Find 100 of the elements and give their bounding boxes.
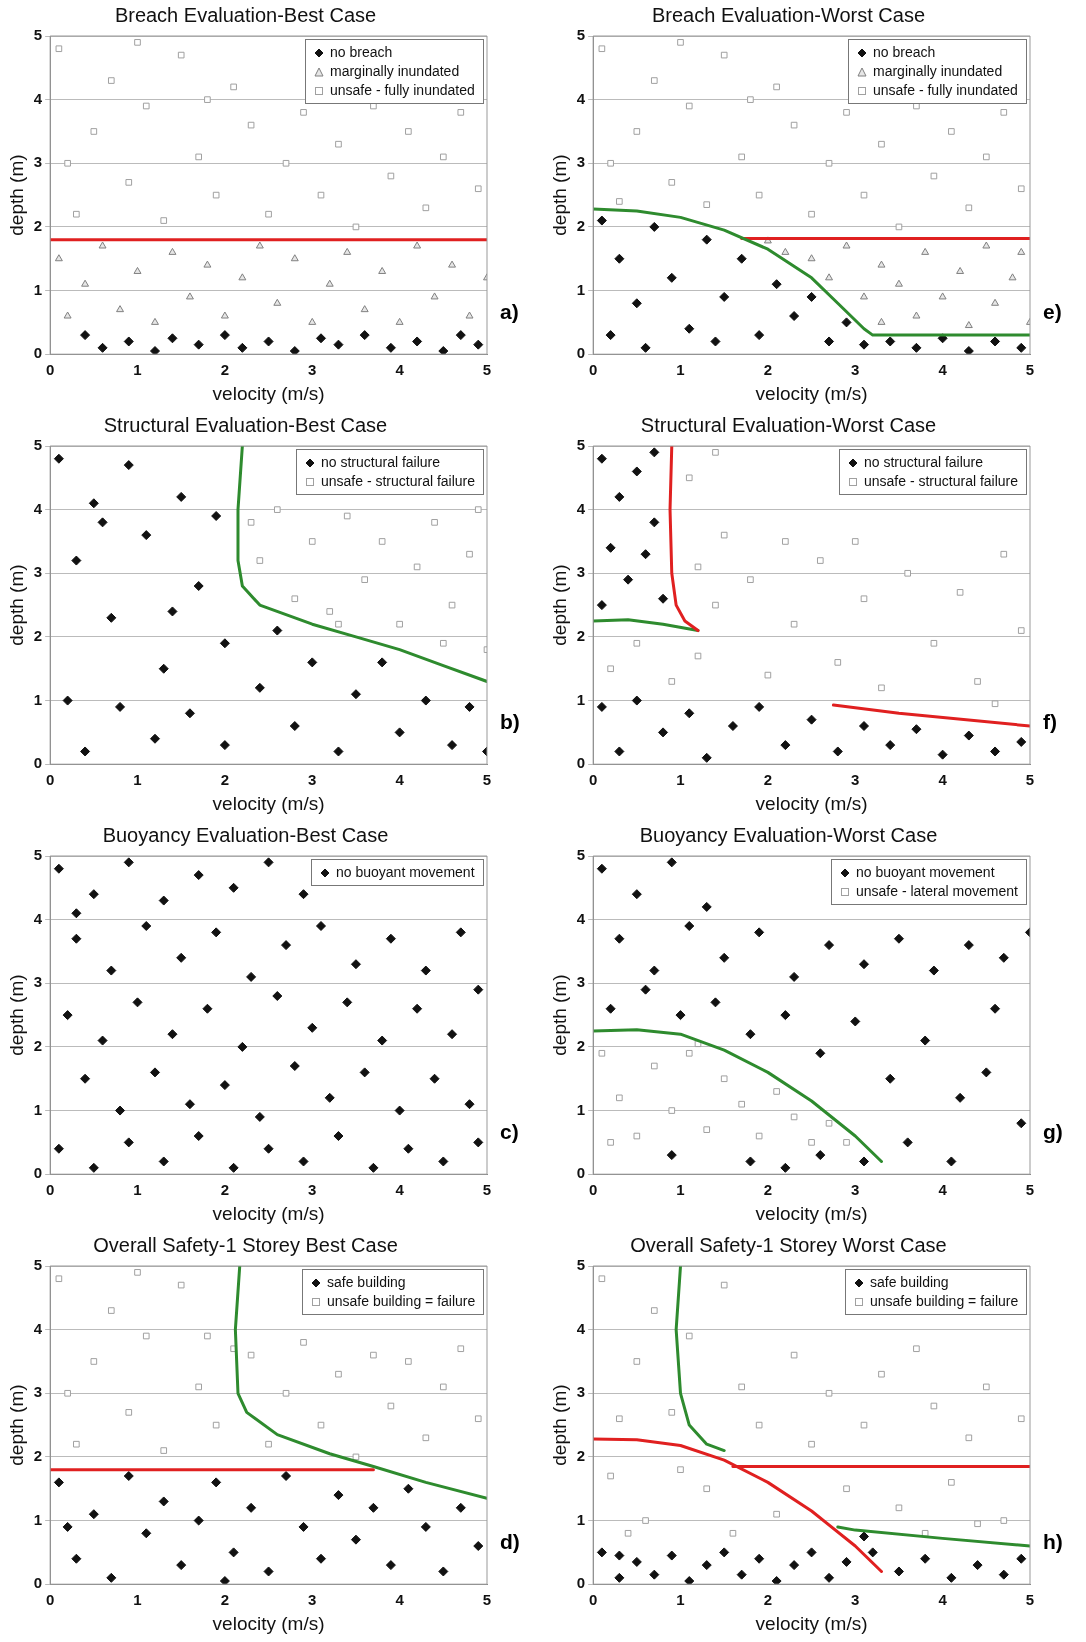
y-tick-label: 0 [576, 1164, 586, 1182]
chart-title: Buoyancy Evaluation-Worst Case [639, 823, 938, 846]
x-axis-title: velocity (m/s) [755, 382, 868, 404]
chart-title: Buoyancy Evaluation-Best Case [102, 823, 389, 846]
x-tick-label: 1 [676, 361, 685, 379]
x-tick-label: 0 [45, 771, 55, 789]
y-tick-label: 3 [33, 563, 43, 581]
y-tick-label: 2 [576, 1447, 586, 1465]
x-tick-label: 1 [676, 771, 685, 789]
y-tick-label: 2 [576, 627, 586, 645]
legend-label: unsafe - structural failure [863, 472, 1019, 491]
y-tick-label: 1 [576, 690, 586, 708]
y-tick-label: 4 [33, 89, 43, 107]
x-tick-label: 4 [395, 1591, 405, 1609]
y-axis-title: depth (m) [5, 1384, 27, 1466]
y-tick-label: 1 [576, 1510, 586, 1528]
y-tick-label: 2 [33, 627, 43, 645]
y-tick-label: 3 [576, 563, 586, 581]
chart-title: Breach Evaluation-Worst Case [651, 3, 926, 26]
x-tick-label: 2 [220, 361, 230, 379]
y-tick-label: 1 [33, 690, 43, 708]
legend-label: unsafe - fully inundated [872, 81, 1018, 100]
y-tick-label: 0 [33, 1164, 43, 1182]
y-tick-label: 5 [576, 1256, 586, 1274]
x-tick-label: 5 [1025, 361, 1035, 379]
x-tick-label: 4 [938, 1591, 948, 1609]
y-tick-label: 2 [576, 1037, 586, 1055]
x-tick-label: 5 [1025, 1181, 1035, 1199]
x-tick-label: 0 [588, 361, 598, 379]
x-tick-label: 1 [133, 771, 142, 789]
y-tick-label: 1 [576, 1100, 586, 1118]
x-tick-label: 4 [395, 361, 405, 379]
x-axis-title: velocity (m/s) [212, 1612, 325, 1634]
legend-label: unsafe building = failure [326, 1292, 476, 1311]
legend-label: unsafe building = failure [869, 1292, 1019, 1311]
y-tick-label: 2 [33, 1037, 43, 1055]
x-tick-label: 5 [482, 1181, 492, 1199]
y-axis-title: depth (m) [548, 154, 570, 236]
x-axis-title: velocity (m/s) [212, 792, 325, 814]
chart-title: Overall Safety-1 Storey Best Case [93, 1233, 398, 1256]
y-tick-label: 0 [33, 344, 43, 362]
x-axis-title: velocity (m/s) [755, 1612, 868, 1634]
y-tick-label: 5 [33, 436, 43, 454]
y-tick-label: 0 [576, 754, 586, 772]
chart-title: Structural Evaluation-Best Case [103, 413, 388, 436]
x-tick-label: 4 [938, 771, 948, 789]
x-tick-label: 3 [851, 1181, 860, 1199]
y-tick-label: 3 [576, 153, 586, 171]
y-tick-label: 3 [33, 1383, 43, 1401]
x-tick-label: 1 [676, 1591, 685, 1609]
text: g) [1043, 1120, 1063, 1144]
x-tick-label: 0 [45, 1591, 55, 1609]
y-tick-label: 5 [33, 26, 43, 44]
y-tick-label: 3 [576, 973, 586, 991]
y-tick-label: 5 [576, 436, 586, 454]
x-tick-label: 0 [588, 771, 598, 789]
x-tick-label: 5 [482, 1591, 492, 1609]
x-tick-label: 0 [588, 1591, 598, 1609]
text: e) [1043, 300, 1062, 324]
y-tick-label: 2 [576, 217, 586, 235]
y-tick-label: 4 [576, 499, 586, 517]
x-axis-title: velocity (m/s) [755, 792, 868, 814]
y-axis-title: depth (m) [5, 564, 27, 646]
x-tick-label: 3 [308, 1591, 317, 1609]
y-tick-label: 5 [576, 26, 586, 44]
chart-title: Overall Safety-1 Storey Worst Case [630, 1233, 947, 1256]
x-tick-label: 0 [45, 361, 55, 379]
x-tick-label: 1 [133, 361, 142, 379]
y-tick-label: 5 [33, 1256, 43, 1274]
x-tick-label: 1 [676, 1181, 685, 1199]
x-tick-label: 1 [133, 1181, 142, 1199]
x-tick-label: 3 [308, 1181, 317, 1199]
x-tick-label: 3 [851, 771, 860, 789]
y-tick-label: 3 [576, 1383, 586, 1401]
x-tick-label: 3 [851, 361, 860, 379]
y-axis-title: depth (m) [5, 974, 27, 1056]
y-axis-title: depth (m) [548, 1384, 570, 1466]
legend-label: unsafe - fully inundated [329, 81, 475, 100]
x-tick-label: 2 [220, 1591, 230, 1609]
x-tick-label: 0 [588, 1181, 598, 1199]
y-tick-label: 1 [33, 1100, 43, 1118]
legend-label: unsafe - lateral movement [855, 882, 1018, 901]
text: c) [500, 1120, 519, 1144]
y-tick-label: 0 [33, 1574, 43, 1592]
x-tick-label: 2 [763, 1181, 773, 1199]
y-tick-label: 0 [576, 1574, 586, 1592]
x-tick-label: 4 [395, 1181, 405, 1199]
x-tick-label: 3 [851, 1591, 860, 1609]
x-tick-label: 5 [482, 361, 492, 379]
text: h) [1043, 1530, 1063, 1554]
y-tick-label: 4 [576, 89, 586, 107]
x-tick-label: 2 [763, 361, 773, 379]
text: b) [500, 710, 520, 734]
y-axis-title: depth (m) [548, 564, 570, 646]
legend-label: no breach [329, 43, 394, 62]
x-tick-label: 5 [1025, 771, 1035, 789]
legend-label: unsafe - structural failure [320, 472, 476, 491]
legend-label: marginally inundated [329, 62, 461, 81]
chart-title: Structural Evaluation-Worst Case [640, 413, 937, 436]
text: d) [500, 1530, 520, 1554]
